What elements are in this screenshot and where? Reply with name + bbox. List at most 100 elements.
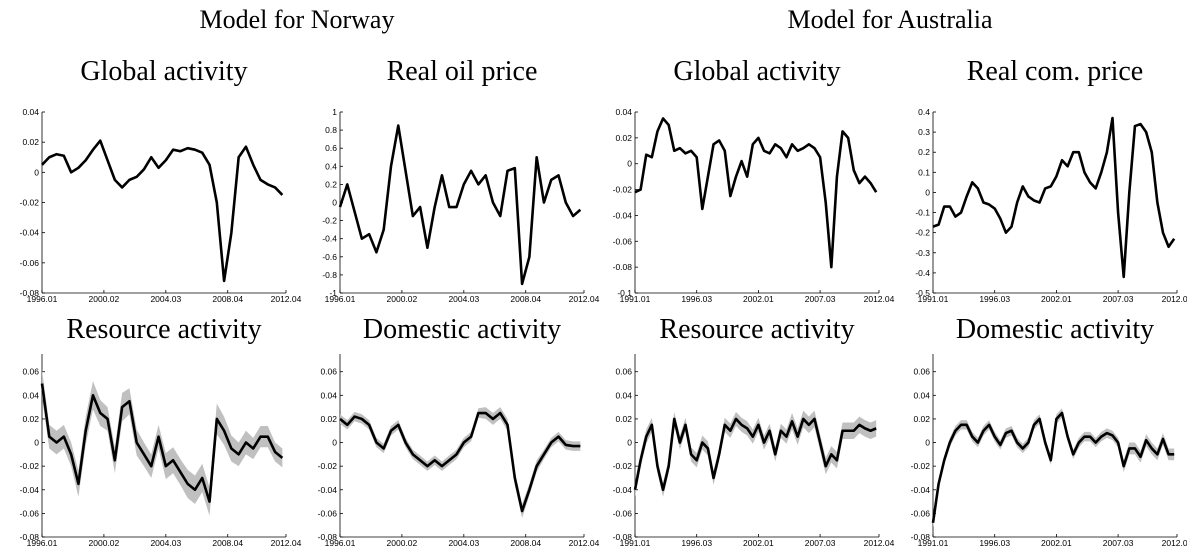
y-tick-label: 0.04 — [615, 107, 632, 117]
x-tick-label: 2007.03 — [1103, 538, 1134, 548]
panel: Domestic activity -0.08 -0.06 -0.04 -0.02 0 0.… — [911, 314, 1187, 548]
x-tick-label: 2002.01 — [1041, 294, 1072, 304]
y-tick-label: -0.8 — [322, 270, 337, 280]
x-tick-label: 2007.03 — [805, 538, 836, 548]
y-tick-label: 0.04 — [320, 390, 337, 400]
x-tick-label: 1996.03 — [681, 294, 712, 304]
panel-title: Real oil price — [387, 56, 538, 87]
x-tick-label: 2002.01 — [743, 294, 774, 304]
x-tick-label: 2000.02 — [387, 538, 418, 548]
y-tick-label: 0.02 — [22, 137, 39, 147]
y-tick-label: 0.3 — [918, 127, 930, 137]
panel-title: Domestic activity — [956, 314, 1154, 345]
y-tick-label: 0.02 — [320, 414, 337, 424]
y-tick-label: -0.6 — [322, 252, 337, 262]
confidence-band — [933, 408, 1175, 528]
confidence-band — [635, 410, 877, 497]
y-tick-label: 0.1 — [918, 167, 930, 177]
group-title: Model for Australia — [787, 5, 993, 34]
confidence-band — [340, 407, 581, 519]
x-tick-label: 2008.04 — [212, 538, 243, 548]
x-tick-label: 2012.04 — [1162, 538, 1187, 548]
y-tick-label: -0.4 — [322, 234, 337, 244]
y-tick-label: -0.02 — [20, 461, 40, 471]
panel: Real com. price -0.5 -0.4 -0.3 -0.2 -0.1 0 0.1 0… — [915, 56, 1187, 304]
panel-title: Domestic activity — [363, 314, 561, 345]
y-tick-label: 0.4 — [325, 161, 337, 171]
x-tick-label: 2007.03 — [805, 294, 836, 304]
x-tick-label: 1996.01 — [325, 294, 356, 304]
series-line — [633, 417, 877, 492]
y-tick-label: 1 — [332, 107, 337, 117]
x-tick-label: 1996.01 — [27, 538, 58, 548]
series-line — [634, 117, 878, 269]
series-line — [40, 383, 284, 503]
x-tick-label: 1991.01 — [918, 538, 949, 548]
y-tick-label: -0.04 — [613, 210, 633, 220]
x-tick-label: 2004.03 — [150, 538, 181, 548]
y-tick-label: -0.08 — [20, 532, 40, 542]
x-tick-label: 2004.03 — [448, 538, 479, 548]
y-tick-label: 0.02 — [913, 414, 930, 424]
y-tick-label: 0.04 — [22, 107, 39, 117]
x-tick-label: 2000.02 — [89, 294, 120, 304]
y-tick-label: -0.04 — [20, 485, 40, 495]
x-tick-label: 2012.04 — [569, 538, 600, 548]
x-tick-label: 2012.04 — [864, 538, 895, 548]
group-title: Model for Norway — [200, 5, 395, 34]
y-tick-label: -0.04 — [318, 485, 338, 495]
x-tick-label: 2002.01 — [1041, 538, 1072, 548]
y-tick-label: 0.06 — [615, 367, 632, 377]
x-tick-label: 1996.03 — [979, 294, 1010, 304]
x-tick-label: 2012.04 — [864, 294, 895, 304]
panel-title: Resource activity — [66, 314, 261, 345]
x-tick-label: 2012.04 — [271, 538, 302, 548]
y-tick-label: 0 — [925, 438, 930, 448]
x-tick-label: 2000.02 — [387, 294, 418, 304]
x-tick-label: 2004.03 — [448, 294, 479, 304]
y-tick-label: 0 — [332, 438, 337, 448]
y-tick-label: -0.02 — [318, 461, 338, 471]
y-tick-label: -0.1 — [617, 288, 632, 298]
y-tick-label: -0.06 — [20, 258, 40, 268]
y-tick-label: 0.6 — [325, 143, 337, 153]
y-tick-label: -0.4 — [915, 268, 930, 278]
y-tick-label: -0.02 — [613, 461, 633, 471]
panel: Global activity -0.08 -0.06 -0.04 -0.02 0 0.02… — [20, 56, 302, 304]
confidence-band — [42, 369, 283, 516]
y-tick-label: 0 — [34, 167, 39, 177]
y-tick-label: 0.2 — [325, 179, 337, 189]
x-tick-label: 1991.01 — [918, 294, 949, 304]
series-line — [932, 116, 1176, 279]
y-tick-label: -0.06 — [613, 236, 633, 246]
y-tick-label: -0.02 — [20, 198, 40, 208]
y-tick-label: -0.06 — [911, 508, 931, 518]
y-tick-label: 0.02 — [615, 133, 632, 143]
x-tick-label: 2008.04 — [510, 538, 541, 548]
x-tick-label: 2002.01 — [743, 538, 774, 548]
x-tick-label: 1996.03 — [681, 538, 712, 548]
y-tick-label: 0 — [34, 438, 39, 448]
y-tick-label: 0.4 — [918, 107, 930, 117]
x-tick-label: 2012.04 — [271, 294, 302, 304]
series-line — [931, 411, 1175, 524]
panel: Domestic activity -0.08 -0.06 -0.04 -0.02 0 0.… — [318, 314, 600, 548]
x-tick-label: 2012.04 — [1162, 294, 1187, 304]
y-tick-label: -0.04 — [613, 485, 633, 495]
series-line — [339, 411, 581, 513]
y-tick-label: -0.08 — [318, 532, 338, 542]
y-tick-label: -0.04 — [20, 228, 40, 238]
y-tick-label: -0.2 — [915, 228, 930, 238]
x-tick-label: 2004.03 — [150, 294, 181, 304]
y-tick-label: 0 — [925, 187, 930, 197]
y-tick-label: -0.08 — [911, 532, 931, 542]
y-tick-label: 0.04 — [615, 390, 632, 400]
panel-title: Global activity — [80, 56, 247, 87]
x-tick-label: 2008.04 — [510, 294, 541, 304]
panel-title: Global activity — [673, 56, 840, 87]
x-tick-label: 2008.04 — [212, 294, 243, 304]
y-tick-label: -0.02 — [613, 185, 633, 195]
panel: Resource activity -0.08 -0.06 -0.04 -0.02 0 0.… — [20, 314, 302, 548]
y-tick-label: 0 — [627, 159, 632, 169]
